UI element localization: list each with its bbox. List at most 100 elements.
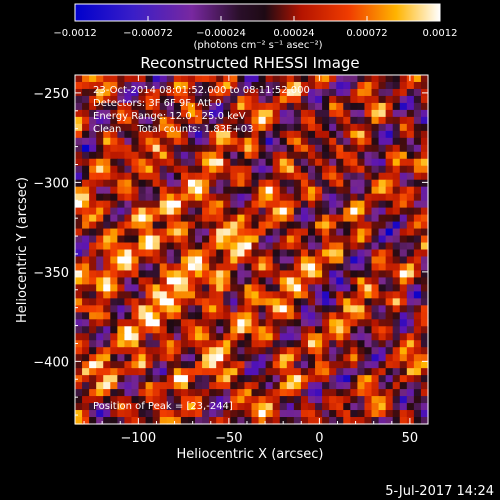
heatmap-cell — [152, 333, 161, 341]
heatmap-cell — [258, 361, 267, 369]
heatmap-cell — [399, 256, 408, 265]
heatmap-cell — [322, 312, 330, 320]
heatmap-cell — [145, 410, 154, 418]
heatmap-cell — [322, 396, 330, 404]
heatmap-cell — [300, 319, 309, 327]
heatmap-cell — [159, 179, 168, 188]
heatmap-cell — [364, 172, 373, 181]
heatmap-cell — [223, 368, 231, 376]
heatmap-cell — [202, 354, 210, 362]
heatmap-cell — [110, 221, 118, 230]
heatmap-cell — [75, 151, 83, 160]
heatmap-cell — [202, 403, 210, 411]
x-tick-label: −50 — [215, 431, 242, 446]
heatmap-cell — [371, 263, 380, 272]
heatmap-cell — [258, 347, 267, 355]
heatmap-cell — [216, 200, 224, 209]
heatmap-cell — [138, 270, 147, 279]
heatmap-cell — [343, 354, 351, 362]
heatmap-cell — [265, 417, 274, 425]
heatmap-cell — [279, 144, 288, 153]
heatmap-cell — [209, 165, 217, 174]
heatmap-cell — [138, 298, 147, 306]
heatmap-cell — [82, 179, 90, 188]
heatmap-cell — [329, 95, 337, 104]
heatmap-cell — [315, 354, 323, 362]
heatmap-cell — [406, 81, 415, 90]
heatmap-cell — [223, 137, 231, 146]
heatmap-cell — [202, 172, 210, 181]
heatmap-cell — [209, 263, 217, 272]
heatmap-cell — [138, 382, 147, 390]
heatmap-cell — [258, 256, 267, 265]
heatmap-cell — [138, 165, 147, 174]
heatmap-cell — [322, 186, 330, 195]
heatmap-cell — [350, 291, 358, 299]
heatmap-cell — [82, 403, 90, 411]
heatmap-cell — [272, 151, 281, 160]
heatmap-cell — [152, 179, 161, 188]
heatmap-cell — [89, 214, 97, 223]
heatmap-cell — [378, 298, 387, 306]
heatmap-cell — [293, 291, 302, 299]
heatmap-cell — [244, 123, 253, 132]
heatmap-cell — [258, 382, 267, 390]
heatmap-cell — [420, 326, 429, 334]
heatmap-cell — [385, 130, 394, 139]
heatmap-cell — [420, 361, 429, 369]
heatmap-cell — [322, 333, 330, 341]
heatmap-cell — [173, 319, 182, 327]
heatmap-cell — [378, 242, 387, 251]
heatmap-cell — [75, 354, 83, 362]
heatmap-cell — [307, 123, 316, 132]
heatmap-cell — [117, 333, 126, 341]
heatmap-cell — [307, 179, 316, 188]
heatmap-cell — [244, 116, 253, 125]
heatmap-cell — [166, 305, 175, 313]
x-tick-label: 0 — [315, 431, 323, 446]
heatmap-cell — [117, 151, 126, 160]
heatmap-cell — [103, 389, 111, 397]
heatmap-cell — [209, 326, 217, 334]
heatmap-cell — [279, 158, 288, 167]
heatmap-cell — [357, 256, 366, 265]
heatmap-cell — [195, 165, 203, 174]
heatmap-cell — [110, 410, 118, 418]
heatmap-cell — [357, 284, 366, 292]
heatmap-cell — [187, 270, 196, 279]
heatmap-cell — [329, 284, 337, 292]
heatmap-cell — [413, 200, 422, 209]
heatmap-cell — [265, 221, 274, 230]
heatmap-cell — [350, 228, 358, 237]
heatmap-cell — [237, 102, 246, 111]
heatmap-cell — [117, 375, 126, 383]
heatmap-cell — [110, 207, 118, 216]
heatmap-cell — [350, 326, 358, 334]
heatmap-cell — [159, 207, 168, 216]
heatmap-cell — [378, 221, 387, 230]
heatmap-cell — [103, 102, 111, 111]
heatmap-cell — [145, 130, 154, 139]
heatmap-cell — [209, 235, 217, 244]
heatmap-cell — [350, 319, 358, 327]
heatmap-cell — [350, 186, 358, 195]
heatmap-cell — [244, 361, 253, 369]
heatmap-cell — [307, 165, 316, 174]
heatmap-cell — [420, 340, 429, 348]
heatmap-cell — [124, 389, 133, 397]
heatmap-cell — [329, 249, 337, 258]
heatmap-cell — [272, 109, 281, 118]
heatmap-cell — [251, 158, 260, 167]
heatmap-cell — [350, 123, 358, 132]
heatmap-cell — [336, 403, 344, 411]
heatmap-cell — [75, 291, 83, 299]
heatmap-cell — [378, 144, 387, 153]
heatmap-cell — [202, 186, 210, 195]
heatmap-cell — [202, 417, 210, 425]
heatmap-cell — [110, 396, 118, 404]
heatmap-cell — [187, 368, 196, 376]
heatmap-cell — [244, 326, 253, 334]
heatmap-cell — [300, 340, 309, 348]
heatmap-cell — [96, 368, 104, 376]
heatmap-cell — [258, 284, 267, 292]
